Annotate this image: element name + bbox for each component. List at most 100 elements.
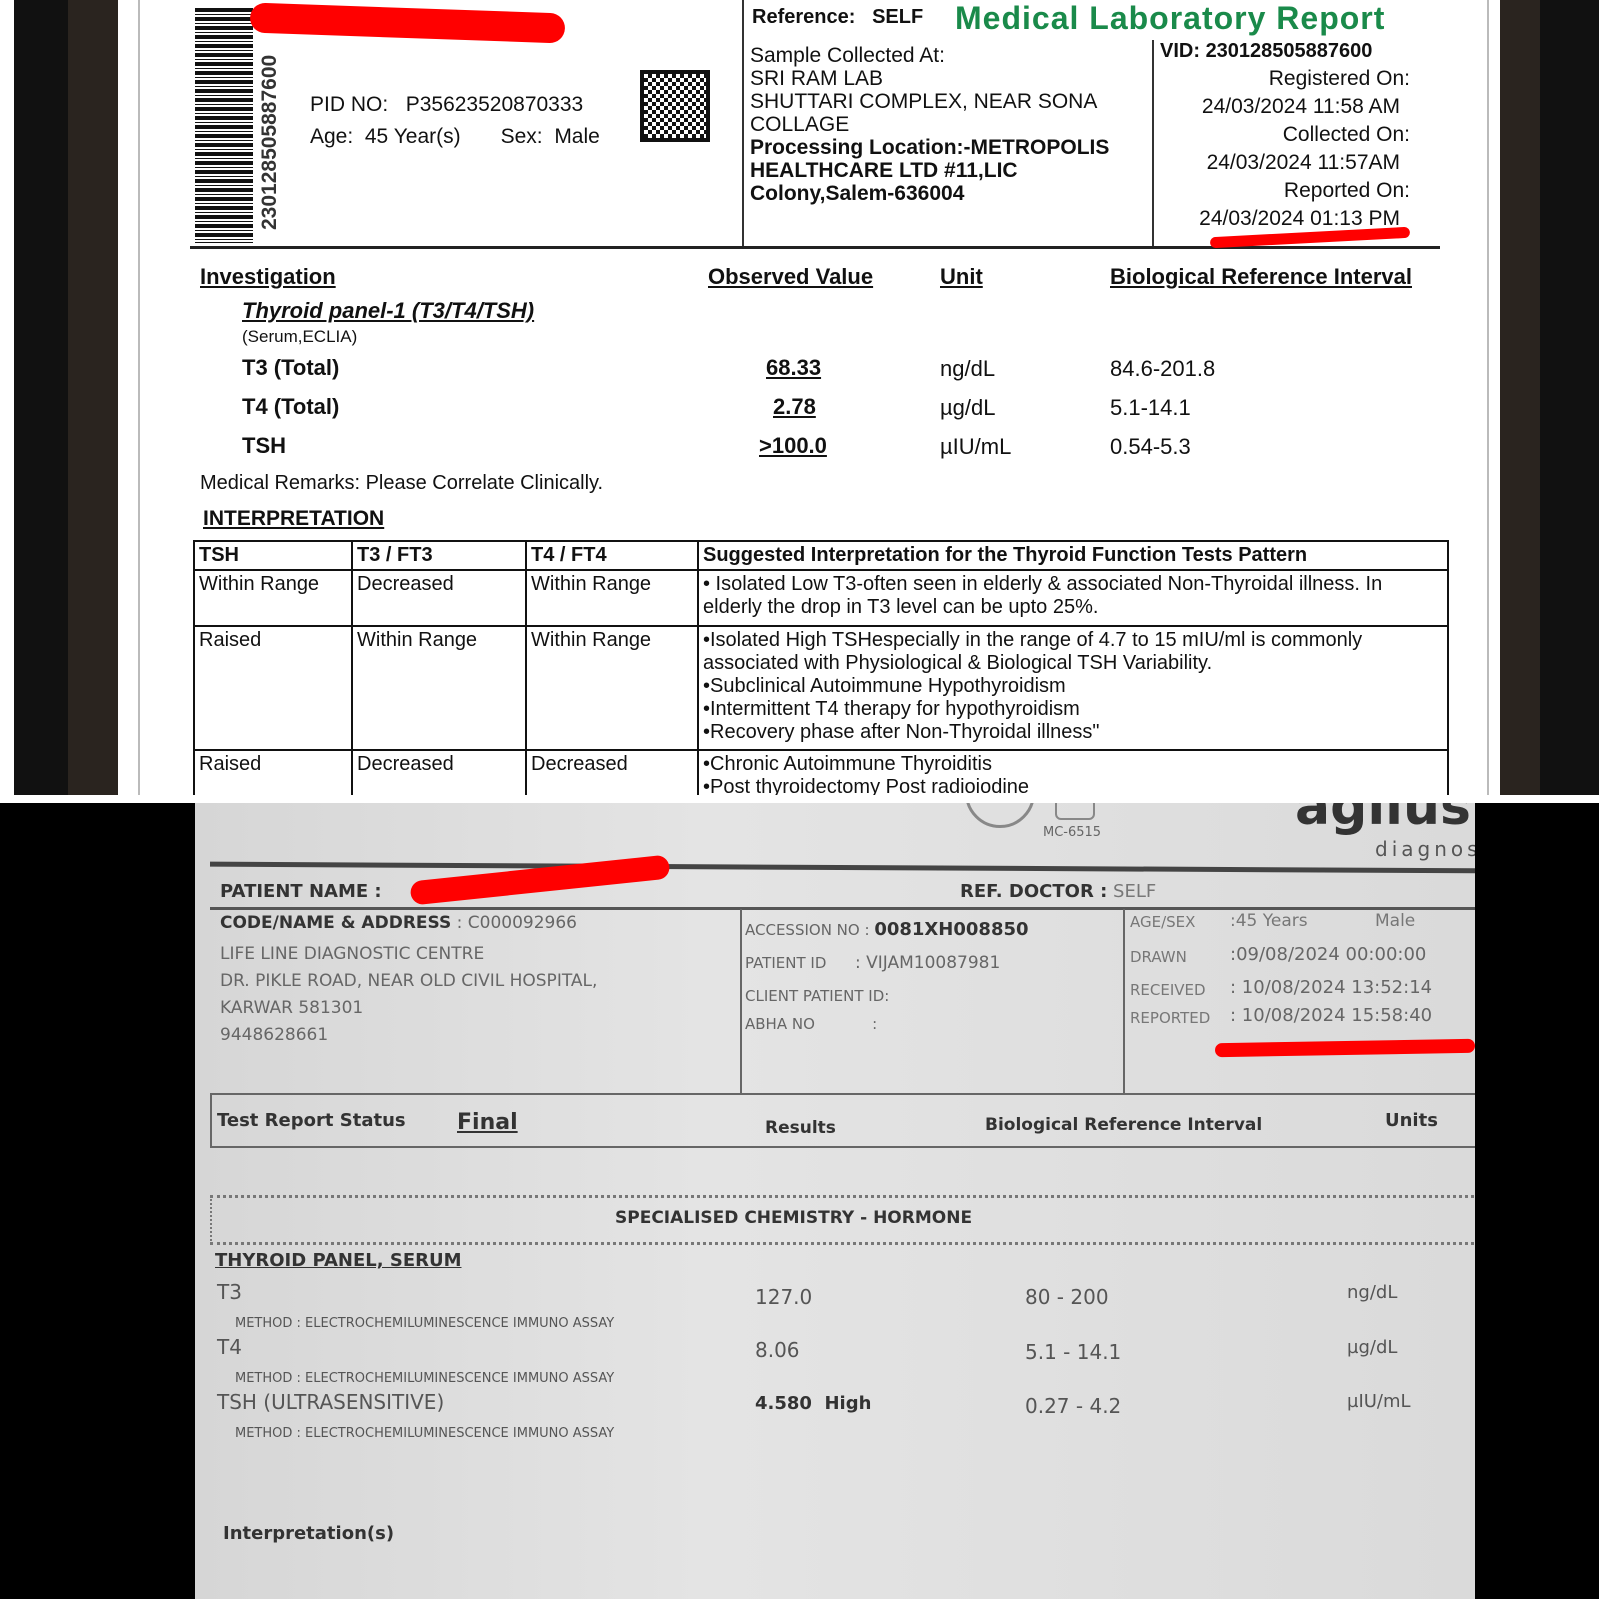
section-box	[210, 1195, 1475, 1245]
received-label: RECEIVED	[1130, 981, 1206, 999]
age-sex-field: Age: 45 Year(s) Sex: Male	[310, 125, 600, 149]
panel-title: THYROID PANEL, SERUM	[215, 1250, 462, 1271]
sample-line: COLLAGE	[750, 113, 850, 136]
reported-label: Reported On:	[1283, 179, 1410, 202]
divider	[1123, 909, 1125, 1094]
test-name: T4	[217, 1335, 242, 1359]
panel-title: Thyroid panel-1 (T3/T4/TSH)	[242, 298, 535, 323]
column-header: T3 / FT3	[351, 540, 527, 571]
ref-doctor-label: REF. DOCTOR :	[960, 881, 1108, 902]
panel-subtitle: (Serum,ECLIA)	[242, 327, 358, 346]
processing-line: Processing Location:-METROPOLIS	[750, 136, 1110, 159]
table-cell: Within Range	[525, 625, 699, 751]
interpretation-table: TSH T3 / FT3 T4 / FT4 Suggested Interpre…	[193, 540, 1449, 795]
table-cell: Within Range	[193, 569, 353, 627]
test-name: T4 (Total)	[242, 394, 340, 419]
redaction-mark	[1214, 1038, 1475, 1058]
test-unit: ng/dL	[940, 356, 996, 381]
test-method: METHOD : ELECTROCHEMILUMINESCENCE IMMUNO…	[235, 1426, 615, 1441]
table-cell: Within Range	[525, 569, 699, 627]
code-value: : C000092966	[456, 913, 578, 933]
table-cell: Decreased	[525, 749, 699, 795]
section-title: SPECIALISED CHEMISTRY - HORMONE	[615, 1208, 973, 1228]
test-unit: µg/dL	[1347, 1337, 1398, 1358]
header-reference-interval: Biological Reference Interval	[985, 1115, 1263, 1135]
test-method: METHOD : ELECTROCHEMILUMINESCENCE IMMUNO…	[235, 1371, 615, 1386]
accession-label: ACCESSION NO :	[745, 921, 870, 939]
test-name: TSH	[242, 433, 286, 458]
test-ref: 5.1-14.1	[1110, 395, 1191, 420]
sample-line: SRI RAM LAB	[750, 67, 884, 90]
table-row: Raised Decreased Decreased •Chronic Auto…	[193, 749, 1449, 795]
column-header: T4 / FT4	[525, 540, 699, 571]
column-header: Suggested Interpretation for the Thyroid…	[697, 540, 1449, 571]
status-label: Test Report Status	[217, 1110, 406, 1131]
sex-label: Sex:	[500, 125, 543, 148]
sample-line: SHUTTARI COMPLEX, NEAR SONA	[750, 90, 1098, 113]
header-investigation: Investigation	[200, 264, 336, 289]
table-cell: Raised	[193, 625, 353, 751]
vid-value: 230128505887600	[1205, 40, 1373, 62]
address-line: 9448628661	[220, 1025, 329, 1045]
table-header-row: TSH T3 / FT3 T4 / FT4 Suggested Interpre…	[193, 540, 1449, 571]
registered-label: Registered On:	[1268, 67, 1410, 90]
table-cell: Decreased	[351, 569, 527, 627]
qr-code-icon	[640, 70, 710, 142]
test-unit: µg/dL	[940, 395, 996, 420]
test-ref: 0.54-5.3	[1110, 434, 1191, 459]
divider	[742, 0, 744, 248]
header-units: Units	[1385, 1110, 1438, 1131]
accreditation-logo-icon	[965, 803, 1035, 828]
test-value: 8.06	[755, 1338, 800, 1362]
code-label: CODE/NAME & ADDRESS	[220, 913, 452, 933]
client-patient-id-label: CLIENT PATIENT ID:	[745, 987, 890, 1005]
accession-value: 0081XH008850	[874, 919, 1029, 940]
reference-label: Reference:	[752, 6, 856, 28]
report-1: 230128505887600 PID NO: P35623520870333 …	[0, 0, 1599, 795]
address-line: LIFE LINE DIAGNOSTIC CENTRE	[220, 944, 485, 964]
reported-label: REPORTED	[1130, 1009, 1211, 1027]
received-value: : 10/08/2024 13:52:14	[1230, 977, 1433, 998]
patient-id-value: : VIJAM10087981	[854, 953, 1001, 973]
test-ref: 5.1 - 14.1	[1025, 1340, 1122, 1364]
test-name: T3	[217, 1280, 242, 1304]
test-value: 4.580 High	[755, 1393, 872, 1414]
vid-label: VID:	[1160, 40, 1200, 62]
test-ref: 84.6-201.8	[1110, 356, 1216, 381]
status-value: Final	[457, 1110, 518, 1135]
divider	[210, 907, 1475, 910]
divider	[740, 909, 742, 1094]
page-edge	[1487, 0, 1489, 795]
drawn-label: DRAWN	[1130, 948, 1187, 966]
test-ref: 0.27 - 4.2	[1025, 1394, 1122, 1418]
report-2-paper: MC-6515 agilus diagnostics PATIENT NAME …	[195, 803, 1475, 1599]
address-block: LIFE LINE DIAGNOSTIC CENTRE DR. PIKLE RO…	[220, 941, 597, 1049]
table-cell: •Chronic Autoimmune Thyroiditis •Post th…	[697, 749, 1449, 795]
ref-doctor-value: SELF	[1113, 881, 1157, 902]
test-name: TSH (ULTRASENSITIVE)	[217, 1390, 445, 1414]
age-value: 45 Year(s)	[364, 125, 461, 148]
divider	[209, 861, 1475, 874]
drawn-value: :09/08/2024 00:00:00	[1230, 944, 1427, 965]
page-edge	[138, 0, 140, 795]
header-unit: Unit	[940, 264, 983, 289]
sample-collected-label: Sample Collected At:	[750, 44, 945, 67]
report-2: MC-6515 agilus diagnostics PATIENT NAME …	[0, 803, 1599, 1599]
table-cell: Within Range	[351, 625, 527, 751]
test-unit: ng/dL	[1347, 1282, 1398, 1303]
pid-label: PID NO:	[310, 93, 389, 116]
abha-label: ABHA NO	[745, 1015, 815, 1033]
test-ref: 80 - 200	[1025, 1285, 1109, 1309]
pid-value: P35623520870333	[405, 93, 584, 116]
emblem-icon	[1055, 803, 1095, 820]
divider	[190, 246, 1440, 249]
interpretation-label: Interpretation(s)	[223, 1523, 395, 1544]
test-value: 2.78	[773, 394, 816, 419]
processing-line: HEALTHCARE LTD #11,LIC	[750, 159, 1018, 182]
collected-label: Collected On:	[1282, 123, 1410, 146]
age-label: Age:	[310, 125, 354, 148]
sex-value: Male	[554, 125, 600, 148]
table-row: Raised Within Range Within Range •Isolat…	[193, 625, 1449, 751]
processing-line: Colony,Salem-636004	[750, 182, 965, 205]
reported-value: : 10/08/2024 15:58:40	[1230, 1005, 1433, 1026]
